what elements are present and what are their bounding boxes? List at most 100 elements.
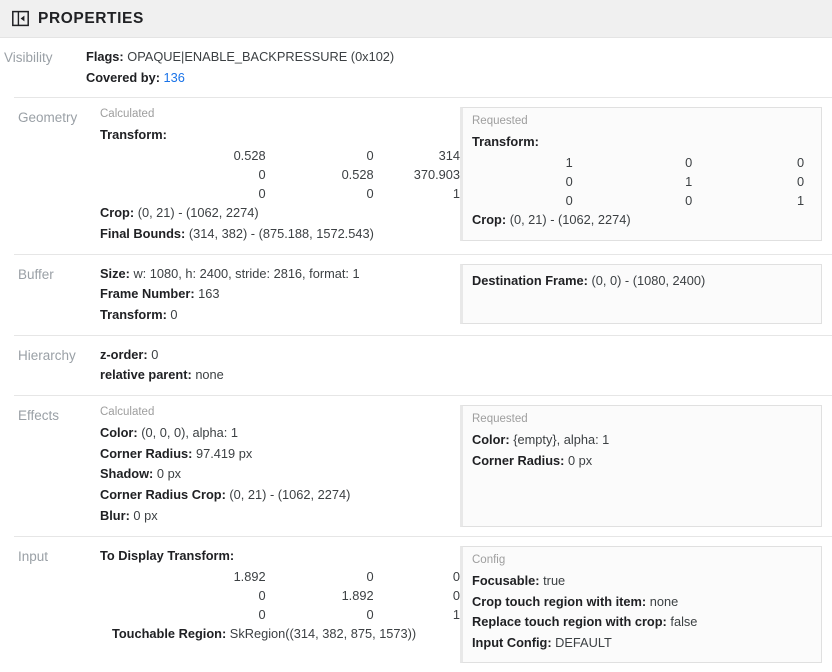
color-value: (0, 0, 0), alpha: 1 [141, 425, 238, 441]
matrix-cell: 370.903 [413, 167, 460, 183]
crop-value: (0, 21) - (1062, 2274) [137, 205, 259, 221]
buffer-transform-key: Transform: [100, 306, 167, 322]
row-buffer: Buffer Size: w: 1080, h: 2400, stride: 2… [14, 253, 832, 335]
replace-touch-region-value: false [670, 614, 698, 630]
input-touchable-region: Touchable Region: SkRegion((314, 382, 87… [100, 624, 460, 645]
effects-requested-wrapper: Requested Color: {empty}, alpha: 1 Corne… [460, 405, 832, 528]
visibility-covered-by: Covered by: 136 [86, 68, 446, 89]
matrix-row: 0 0 1 [100, 184, 460, 203]
corner-radius-key: Corner Radius: [100, 445, 193, 461]
geometry-calculated-matrix: 0.528 0 314 0 0.528 370.903 0 0 1 [100, 146, 460, 203]
matrix-cell: 0 [366, 606, 374, 622]
destination-frame-value: (0, 0) - (1080, 2400) [591, 272, 706, 288]
transform-key-label: Transform: [472, 134, 539, 150]
matrix-cell: 1 [565, 155, 573, 171]
matrix-row: 1.892 0 0 [100, 567, 460, 586]
visibility-covered-by-link[interactable]: 136 [163, 69, 185, 85]
visibility-flags: Flags: OPAQUE|ENABLE_BACKPRESSURE (0x102… [86, 47, 446, 68]
input-crop-touch-region: Crop touch region with item: none [472, 592, 812, 613]
hierarchy-content: z-order: 0 relative parent: none [100, 345, 460, 386]
matrix-cell: 0 [258, 186, 266, 202]
visibility-content: Flags: OPAQUE|ENABLE_BACKPRESSURE (0x102… [86, 47, 446, 88]
matrix-cell: 1 [452, 186, 460, 202]
input-to-display-transform-key: To Display Transform: [100, 546, 460, 567]
relative-parent-value: none [195, 367, 224, 383]
row-label-geometry: Geometry [18, 110, 78, 126]
final-bounds-key-label: Final Bounds: [100, 225, 186, 241]
input-focusable: Focusable: true [472, 571, 812, 592]
matrix-row: 0 0 1 [100, 605, 460, 624]
effects-corner-radius: Corner Radius: 97.419 px [100, 444, 460, 465]
row-label-buffer: Buffer [18, 266, 54, 282]
matrix-cell: 0 [258, 606, 266, 622]
geometry-requested-crop: Crop: (0, 21) - (1062, 2274) [472, 210, 812, 231]
effects-corner-radius-crop: Corner Radius Crop: (0, 21) - (1062, 227… [100, 485, 460, 506]
geometry-requested-transform-key: Transform: [472, 132, 812, 153]
corner-radius-crop-key: Corner Radius Crop: [100, 487, 226, 503]
zorder-value: 0 [151, 346, 159, 362]
input-config-key: Input Config: [472, 635, 552, 651]
row-hierarchy: Hierarchy z-order: 0 relative parent: no… [14, 334, 832, 395]
matrix-row: 0 1.892 0 [100, 586, 460, 605]
matrix-cell: 1 [452, 606, 460, 622]
color-value: {empty}, alpha: 1 [513, 432, 610, 448]
color-key: Color: [472, 432, 510, 448]
crop-touch-region-key: Crop touch region with item: [472, 593, 647, 609]
buffer-destination-frame-box: Destination Frame: (0, 0) - (1080, 2400) [460, 263, 822, 324]
hierarchy-zorder: z-order: 0 [100, 345, 460, 366]
geometry-requested-tag: Requested [472, 115, 528, 128]
buffer-content: Size: w: 1080, h: 2400, stride: 2816, fo… [100, 264, 460, 326]
matrix-row: 0 1 0 [472, 172, 812, 191]
buffer-frame-number-key: Frame Number: [100, 286, 195, 302]
effects-calculated-tag: Calculated [100, 406, 155, 419]
geometry-requested-wrapper: Requested Transform: 1 0 0 0 [460, 107, 832, 242]
crop-touch-region-value: none [649, 593, 679, 609]
matrix-row: 0.528 0 314 [100, 146, 460, 165]
matrix-cell: 314 [438, 148, 460, 164]
matrix-cell: 0 [366, 148, 374, 164]
matrix-cell: 1.892 [341, 587, 374, 603]
buffer-size: Size: w: 1080, h: 2400, stride: 2816, fo… [100, 264, 460, 285]
blur-value: 0 px [133, 507, 158, 523]
panel-collapse-icon[interactable] [12, 10, 29, 27]
matrix-cell: 0 [366, 568, 374, 584]
properties-header: PROPERTIES [0, 0, 832, 38]
row-input: Input To Display Transform: 1.892 0 0 0 [14, 536, 832, 672]
effects-requested-box: Requested Color: {empty}, alpha: 1 Corne… [460, 405, 822, 528]
row-geometry: Geometry Calculated Transform: 0.528 0 3… [14, 97, 832, 253]
matrix-cell: 0 [258, 587, 266, 603]
input-input-config: Input Config: DEFAULT [472, 633, 812, 654]
buffer-transform: Transform: 0 [100, 305, 460, 326]
matrix-row: 0 0 1 [472, 191, 812, 210]
geometry-calculated-tag: Calculated [100, 108, 155, 121]
color-key: Color: [100, 425, 138, 441]
input-config-wrapper: Config Focusable: true Crop touch region… [460, 546, 832, 663]
hierarchy-relative-parent: relative parent: none [100, 365, 460, 386]
buffer-destination-frame: Destination Frame: (0, 0) - (1080, 2400) [472, 271, 812, 292]
row-label-effects: Effects [18, 408, 60, 424]
geometry-calculated-final-bounds: Final Bounds: (314, 382) - (875.188, 157… [100, 224, 460, 245]
geometry-calculated: Calculated Transform: 0.528 0 314 0 0.52… [100, 107, 460, 244]
destination-frame-key: Destination Frame: [472, 272, 588, 288]
final-bounds-value: (314, 382) - (875.188, 1572.543) [188, 225, 374, 241]
visibility-flags-key: Flags: [86, 49, 124, 64]
matrix-cell: 0.528 [341, 167, 374, 183]
input-config-tag: Config [472, 554, 506, 567]
matrix-cell: 0 [452, 587, 460, 603]
buffer-size-key: Size: [100, 265, 130, 281]
input-content: To Display Transform: 1.892 0 0 0 1.892 … [100, 546, 460, 644]
shadow-key: Shadow: [100, 466, 154, 482]
corner-radius-key: Corner Radius: [472, 452, 565, 468]
relative-parent-key: relative parent: [100, 367, 192, 383]
matrix-cell: 0 [366, 186, 374, 202]
matrix-cell: 0 [685, 155, 693, 171]
visibility-flags-value: OPAQUE|ENABLE_BACKPRESSURE (0x102) [127, 49, 395, 64]
matrix-cell: 0 [258, 167, 266, 183]
buffer-destination-wrapper: Destination Frame: (0, 0) - (1080, 2400) [460, 263, 832, 324]
input-config-box: Config Focusable: true Crop touch region… [460, 546, 822, 663]
properties-table: Visibility Flags: OPAQUE|ENABLE_BACKPRES… [0, 38, 832, 672]
matrix-cell: 0 [565, 193, 573, 209]
effects-calculated: Calculated Color: (0, 0, 0), alpha: 1 Co… [100, 405, 460, 527]
replace-touch-region-key: Replace touch region with crop: [472, 614, 667, 630]
matrix-row: 1 0 0 [472, 153, 812, 172]
